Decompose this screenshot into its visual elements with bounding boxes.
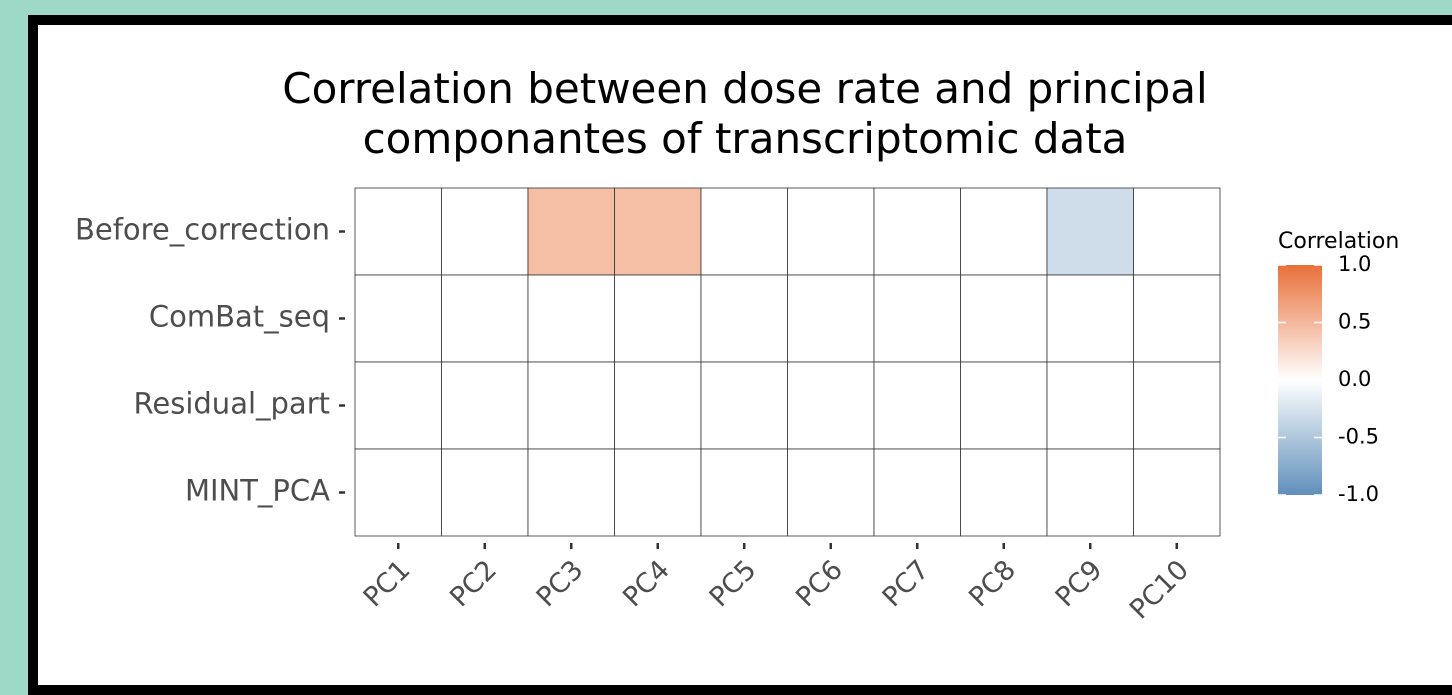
heatmap-cell [960,448,1048,537]
heatmap-cell [614,274,702,363]
heatmap-cell [787,187,875,276]
heatmap-cell [1133,187,1221,276]
colorbar-tick-label: 0.0 [1338,367,1371,391]
x-tick-label: PC7 [877,554,936,613]
heatmap-cell [354,274,442,363]
x-tick-label: PC1 [358,554,417,613]
heatmap-cell [1046,448,1134,537]
heatmap-cell [1046,274,1134,363]
x-tick-label: PC8 [963,554,1022,613]
heatmap-cell [1046,187,1134,276]
heatmap-cell [614,187,702,276]
heatmap-cell [1133,448,1221,537]
x-tick-label: PC5 [704,554,763,613]
heatmap-cell [527,274,615,363]
y-tick-label: Residual_part [134,387,330,421]
x-tick-label: PC2 [444,554,503,613]
heatmap-cell [354,448,442,537]
x-tick-label: PC4 [617,554,676,613]
heatmap-cell [527,361,615,450]
heatmap-cell [614,448,702,537]
heatmap-cell [960,274,1048,363]
colorbar-tick-label: 1.0 [1338,252,1371,276]
heatmap-cell [787,361,875,450]
x-tick-label: PC3 [531,554,590,613]
chart-title: Correlation between dose rate and princi… [282,64,1208,163]
heatmap-cell [1046,361,1134,450]
heatmap-cell [527,187,615,276]
heatmap-cell [614,361,702,450]
heatmap-cell [527,448,615,537]
heatmap-cell [1133,274,1221,363]
chart: Before_correction ComBat_seq Residual_part… [75,187,1399,625]
heatmap-cell [441,274,529,363]
heatmap-cell [787,274,875,363]
y-tick-label: MINT_PCA [185,474,330,508]
heatmap-cell [873,448,961,537]
heatmap-cell [700,274,788,363]
page: Before_correction ComBat_seq Residual_part… [28,15,1452,695]
legend-title: Correlation [1278,229,1399,254]
heatmap-cell [441,448,529,537]
heatmap-cell [700,187,788,276]
x-tick-label: PC10 [1124,554,1195,625]
heatmap-cell [354,187,442,276]
heatmap-cell [873,274,961,363]
heatmap-cell [787,448,875,537]
heatmap-cell [960,187,1048,276]
x-tick-label: PC6 [790,554,849,613]
colorbar-tick-label: 0.5 [1338,310,1371,334]
heatmap-cell [354,361,442,450]
heatmap-cell [1133,361,1221,450]
y-tick-label: Before_correction [75,213,330,247]
heatmap-cell [873,361,961,450]
y-tick-label: ComBat_seq [149,300,330,334]
heatmap-cell [441,361,529,450]
heatmap-cell [700,448,788,537]
heatmap-cell [441,187,529,276]
heatmap-cell [873,187,961,276]
colorbar-tick-label: -1.0 [1338,482,1379,506]
x-tick-label: PC9 [1050,554,1109,613]
heatmap-cell [700,361,788,450]
colorbar-tick-label: -0.5 [1338,425,1379,449]
heatmap-cell [960,361,1048,450]
